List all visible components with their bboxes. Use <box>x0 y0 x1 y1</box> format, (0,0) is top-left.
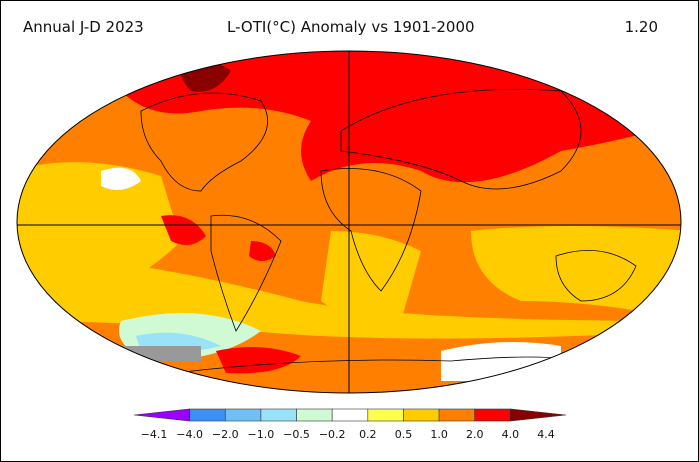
colorbar-tick-label: −0.2 <box>318 428 346 441</box>
north-pacific-neutral <box>101 167 141 190</box>
el-nino-warm <box>161 215 206 245</box>
colorbar-swatch <box>403 408 440 422</box>
australia-region <box>561 247 641 305</box>
colorbar-swatch <box>510 408 567 422</box>
colorbar-swatch <box>296 408 333 422</box>
colorbar-swatch <box>224 408 262 422</box>
global-mean-value: 1.20 <box>624 18 658 36</box>
south-atlantic-region <box>321 231 421 324</box>
map-border <box>16 50 682 394</box>
colorbar-swatch <box>260 408 297 422</box>
colorbar-swatch <box>331 408 369 422</box>
colorbar-tick-label: 2.0 <box>465 428 484 441</box>
colorbar-tick-label: −2.0 <box>211 428 239 441</box>
colorbar-tick-label: −0.5 <box>283 428 310 441</box>
colorbar-tick-label: 4.0 <box>501 428 520 441</box>
colorbar-tick-label: −4.0 <box>176 428 203 441</box>
north-america-outline <box>140 92 269 192</box>
colorbar-swatch <box>438 408 476 422</box>
colorbar-tick-label: 4.4 <box>537 428 555 441</box>
colorbar-tick-label: −1.0 <box>247 428 275 441</box>
eurasia-outline <box>340 88 582 190</box>
colorbar-tick-label: 1.0 <box>430 428 448 441</box>
africa-outline <box>320 168 422 292</box>
colorbar-tick-label: 0.5 <box>394 428 413 441</box>
australia-outline <box>555 250 637 302</box>
south-america-outline <box>210 214 282 332</box>
colorbar-swatch <box>133 408 190 422</box>
colorbar-tick-label: 0.2 <box>359 428 377 441</box>
colorbar-tick-label: −4.1 <box>140 428 168 441</box>
colorbar-swatch <box>474 408 511 422</box>
map-title: L-OTI(°C) Anomaly vs 1901-2000 <box>227 18 475 36</box>
brazil-warm <box>249 241 276 261</box>
period-label: Annual J-D 2023 <box>23 18 144 36</box>
colorbar-swatch <box>189 408 226 422</box>
colorbar-swatch <box>367 408 404 422</box>
